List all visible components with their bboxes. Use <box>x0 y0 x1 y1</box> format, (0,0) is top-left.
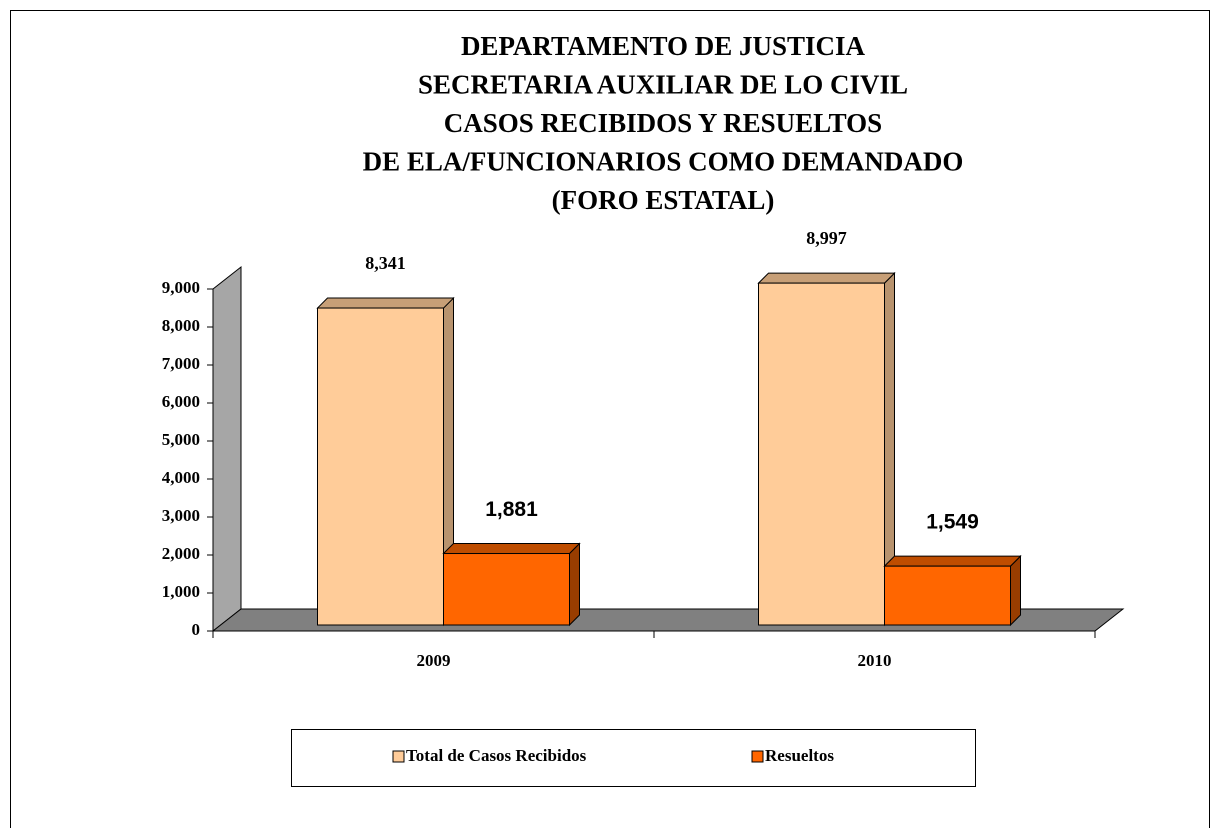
x-tick-label: 2010 <box>858 651 892 670</box>
chart-title: SECRETARIA AUXILIAR DE LO CIVIL <box>418 70 908 100</box>
bar <box>443 553 570 626</box>
chart-title: CASOS RECIBIDOS Y RESUELTOS <box>444 108 882 138</box>
data-label: 1,549 <box>926 511 979 534</box>
y-tick-label: 6,000 <box>162 392 200 411</box>
y-tick-label: 0 <box>192 620 201 639</box>
legend-swatch <box>392 750 405 763</box>
y-tick-label: 9,000 <box>162 278 200 297</box>
chart-title: DE ELA/FUNCIONARIOS COMO DEMANDADO <box>363 147 964 177</box>
legend-label: Resueltos <box>765 746 834 765</box>
bar-top <box>316 297 455 309</box>
chart-title: (FORO ESTATAL) <box>552 185 775 215</box>
y-tick-label: 7,000 <box>162 354 200 373</box>
legend-label: Total de Casos Recibidos <box>406 746 587 765</box>
chart-border <box>10 10 1210 828</box>
legend-swatch <box>751 750 764 763</box>
bar-side <box>1010 554 1021 627</box>
x-tick-label: 2009 <box>417 651 451 670</box>
side-wall <box>212 265 242 633</box>
y-tick-label: 2,000 <box>162 544 200 563</box>
bar <box>317 307 444 626</box>
bar-side <box>569 542 580 627</box>
data-label: 8,341 <box>365 253 406 273</box>
bar-top <box>757 272 896 284</box>
y-tick-label: 3,000 <box>162 506 200 525</box>
bar-top <box>883 555 1022 567</box>
legend-box <box>291 729 976 787</box>
y-tick-label: 4,000 <box>162 468 200 487</box>
data-label: 1,881 <box>485 498 538 521</box>
y-tick-label: 8,000 <box>162 316 200 335</box>
y-tick-label: 1,000 <box>162 582 200 601</box>
y-tick-label: 5,000 <box>162 430 200 449</box>
bar-top <box>442 543 581 555</box>
data-label: 8,997 <box>806 228 847 248</box>
chart-title: DEPARTAMENTO DE JUSTICIA <box>461 31 866 61</box>
bar <box>758 282 885 626</box>
bar <box>884 565 1011 626</box>
